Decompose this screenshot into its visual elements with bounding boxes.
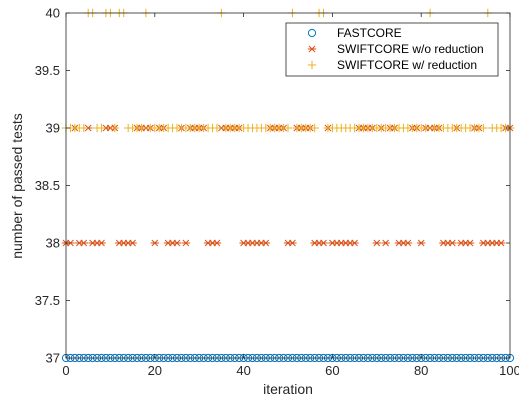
x-tick-label: 80 [414, 363, 428, 378]
legend-marker [307, 45, 317, 53]
y-tick-label: 38.5 [35, 178, 60, 193]
y-tick-label: 38 [46, 236, 60, 251]
legend-marker [307, 28, 317, 38]
data-point [137, 123, 146, 133]
x-tick-label: 60 [325, 363, 339, 378]
data-point [479, 123, 488, 133]
data-point [448, 239, 457, 247]
data-point [97, 239, 106, 247]
y-axis-label: number of passed tests [9, 113, 25, 259]
data-point [181, 239, 191, 247]
data-point [128, 239, 137, 247]
data-point [288, 239, 297, 247]
data-point [283, 123, 293, 133]
data-point [79, 239, 88, 247]
legend: FASTCORE SWIFTCORE w/o reduction SWIFTCO… [285, 22, 499, 77]
x-tick-label: 40 [236, 363, 250, 378]
x-axis-label: iteration [263, 381, 313, 397]
y-tick-label: 40 [46, 6, 60, 21]
data-point [496, 239, 506, 247]
x-tick-label: 20 [148, 363, 162, 378]
data-point [319, 239, 328, 247]
legend-markers [307, 28, 317, 70]
y-tick-label: 39 [46, 121, 60, 136]
y-tick-label: 37 [46, 351, 60, 366]
y-tick-label: 37.5 [35, 293, 60, 308]
data-point [403, 239, 413, 247]
axis-ticks: 0 20 40 60 80 100 37 37.5 38 38.5 39 39.5 40 [35, 6, 519, 379]
data-point [110, 123, 120, 133]
legend-marker [307, 60, 317, 70]
data-point [97, 123, 106, 133]
data-point [310, 123, 319, 133]
y-tick-label: 39.5 [35, 63, 60, 78]
data-point [172, 239, 182, 247]
data-point [381, 239, 390, 247]
x-tick-label: 100 [499, 363, 519, 378]
legend-label-swiftcore-without-reduction: SWIFTCORE w/o reduction [337, 42, 484, 56]
data-point [417, 239, 426, 247]
legend-label-fastcore: FASTCORE [337, 26, 402, 40]
data-point [212, 123, 222, 133]
data-point [150, 239, 159, 247]
data-point [372, 239, 381, 247]
legend-box [285, 22, 499, 77]
data-point [79, 123, 88, 133]
legend-label-swiftcore-with-reduction: SWIFTCORE w/ reduction [337, 58, 477, 72]
data-point [465, 239, 475, 247]
data-point [212, 239, 222, 247]
data-point [261, 239, 270, 247]
x-tick-label: 0 [62, 363, 69, 378]
data-point [421, 123, 430, 133]
data-point [350, 239, 359, 247]
